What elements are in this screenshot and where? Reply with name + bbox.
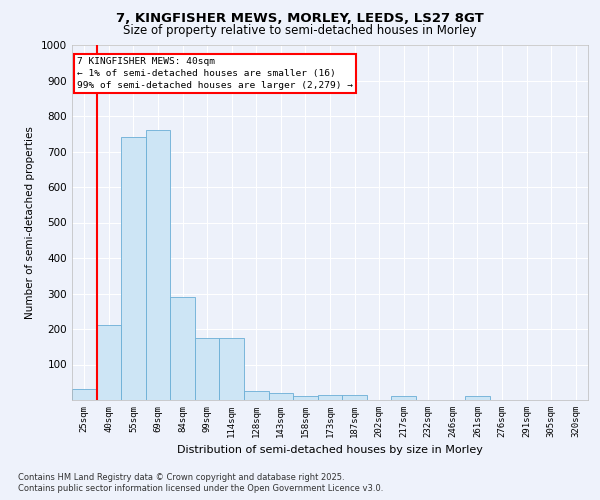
Text: Contains public sector information licensed under the Open Government Licence v3: Contains public sector information licen… (18, 484, 383, 493)
Bar (72, 390, 97, 400)
Bar (146, 130, 170, 400)
X-axis label: Distribution of semi-detached houses by size in Morley: Distribution of semi-detached houses by … (177, 446, 483, 456)
Bar (244, 391, 269, 400)
Text: Size of property relative to semi-detached houses in Morley: Size of property relative to semi-detach… (123, 24, 477, 37)
Bar (121, 138, 146, 400)
Bar (293, 396, 318, 400)
Bar (97, 326, 121, 400)
Bar (342, 394, 367, 400)
Bar (269, 393, 293, 400)
Bar (318, 394, 342, 400)
Text: 7, KINGFISHER MEWS, MORLEY, LEEDS, LS27 8GT: 7, KINGFISHER MEWS, MORLEY, LEEDS, LS27 … (116, 12, 484, 26)
Bar (195, 338, 220, 400)
Text: Contains HM Land Registry data © Crown copyright and database right 2025.: Contains HM Land Registry data © Crown c… (18, 472, 344, 482)
Bar (170, 297, 195, 400)
Bar (220, 338, 244, 400)
Bar (391, 396, 416, 400)
Bar (465, 396, 490, 400)
Text: 7 KINGFISHER MEWS: 40sqm
← 1% of semi-detached houses are smaller (16)
99% of se: 7 KINGFISHER MEWS: 40sqm ← 1% of semi-de… (77, 58, 353, 90)
Y-axis label: Number of semi-detached properties: Number of semi-detached properties (25, 126, 35, 319)
